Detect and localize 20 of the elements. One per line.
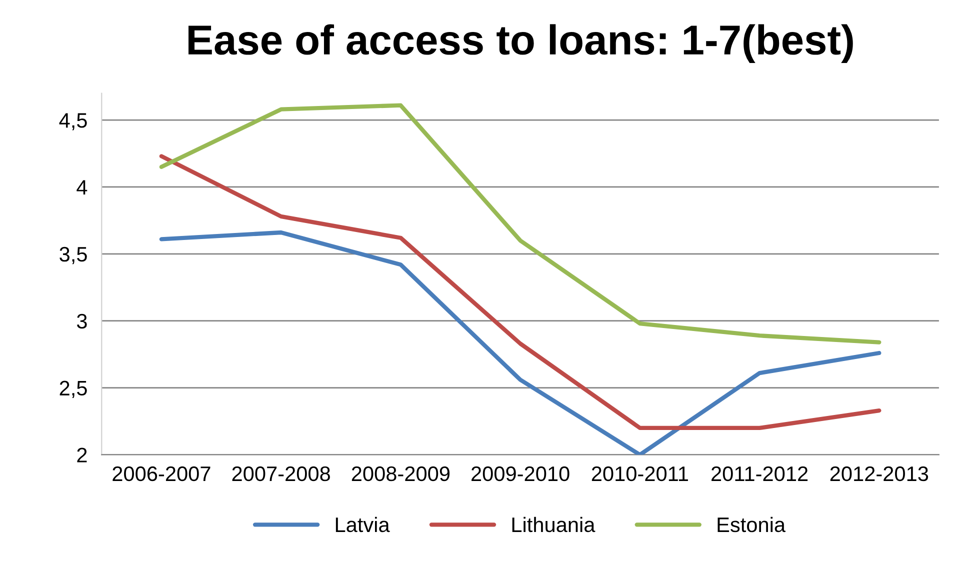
y-tick-label: 3 — [76, 314, 87, 329]
y-tick-label: 2,5 — [60, 380, 87, 398]
legend-label: Lithuania — [512, 516, 596, 532]
y-tick-label: 4,5 — [59, 113, 87, 130]
x-tick-label: 2011-2012 — [712, 466, 808, 482]
y-tick-label: 2 — [77, 448, 87, 462]
x-tick-label: 2010-2011 — [592, 466, 688, 482]
y-tick-label: 3,5 — [60, 246, 87, 264]
x-tick-label: 2012-2013 — [830, 466, 928, 482]
line-series — [159, 230, 882, 455]
chart-title: Ease of access to loans: 1-7(best) — [188, 24, 853, 64]
y-tick-label: 4 — [76, 180, 88, 195]
legend-label: Estonia — [718, 516, 786, 532]
x-tick-label: 2009-2010 — [472, 466, 570, 482]
x-tick-label: 2006-2007 — [112, 466, 210, 482]
x-tick-label: 2008-2009 — [352, 466, 450, 482]
line-series — [159, 154, 882, 430]
line-series — [159, 103, 882, 344]
x-tick-label: 2007-2008 — [232, 466, 330, 482]
legend-label: Latvia — [336, 516, 390, 532]
